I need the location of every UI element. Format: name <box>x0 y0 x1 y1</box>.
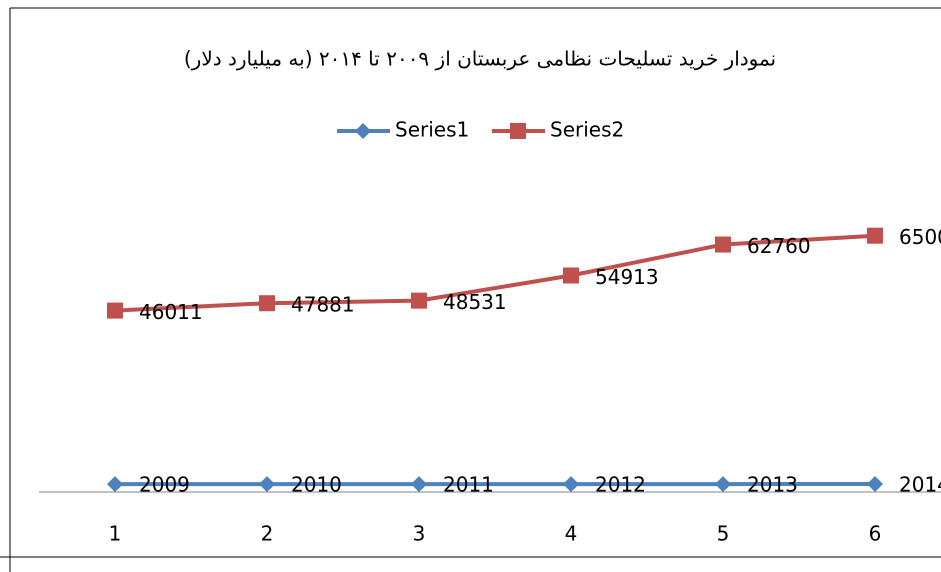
marker <box>107 476 123 493</box>
marker <box>411 476 427 493</box>
legend-marker <box>355 123 371 139</box>
data-label: 48531 <box>443 290 507 314</box>
data-label: 2010 <box>291 473 342 497</box>
marker <box>563 267 579 284</box>
chart-title: نمودار خرید تسلیحات نظامی عربستان از ۲۰۰… <box>184 47 776 71</box>
legend-marker <box>510 123 526 139</box>
marker <box>563 476 579 493</box>
marker <box>411 292 427 309</box>
data-label: 46011 <box>139 300 203 324</box>
x-tick-label: 4 <box>565 522 578 546</box>
series-line <box>114 233 876 313</box>
x-tick-label: 1 <box>109 522 122 546</box>
data-label: 54913 <box>595 265 659 289</box>
x-tick-label: 5 <box>717 522 730 546</box>
data-label: 47881 <box>291 293 355 317</box>
legend-label: Series2 <box>550 118 624 142</box>
marker <box>259 295 275 312</box>
data-label: 2009 <box>139 473 190 497</box>
x-tick-label: 3 <box>413 522 426 546</box>
x-tick-label: 2 <box>261 522 274 546</box>
marker <box>867 476 883 493</box>
marker <box>867 227 883 244</box>
x-tick-label: 6 <box>869 522 882 546</box>
data-label: 65000 <box>899 225 941 249</box>
marker <box>715 236 731 253</box>
legend-label: Series1 <box>395 118 469 142</box>
data-label: 2012 <box>595 473 646 497</box>
data-label: 2011 <box>443 473 494 497</box>
marker <box>107 302 123 319</box>
marker <box>259 476 275 493</box>
data-label: 62760 <box>747 234 811 258</box>
marker <box>715 476 731 493</box>
data-label: 2013 <box>747 473 798 497</box>
